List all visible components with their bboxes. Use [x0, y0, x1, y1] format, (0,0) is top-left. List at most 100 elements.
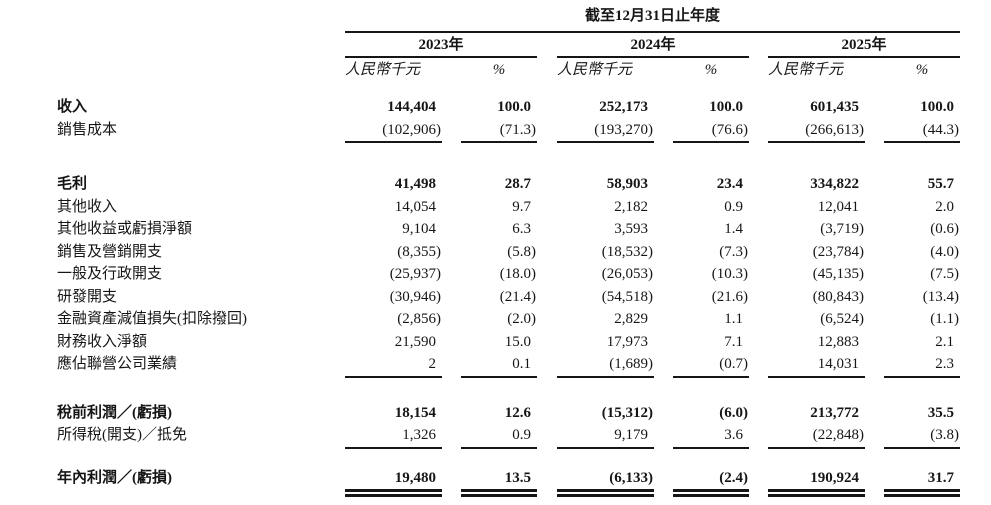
table-row: 應佔聯營公司業績 2 0.1 (1,689) (0.7) 14,031 2.3 — [57, 353, 960, 378]
column-gap — [442, 119, 461, 144]
percent-value: 55.7 — [927, 176, 954, 192]
amount-value: (193,270) — [557, 119, 654, 143]
percent-value: (6.0) — [719, 404, 748, 421]
percent-value: 3.6 — [673, 424, 749, 449]
row-label: 研發開支 — [57, 288, 118, 305]
row-label: 稅前利潤／(虧損) — [57, 404, 172, 421]
table-row: 一般及行政開支 (25,937) (18.0) (26,053) (10.3) (45,1… — [57, 263, 960, 286]
column-gap — [749, 331, 768, 354]
spacer-row — [57, 378, 960, 402]
amount-value: (18,532) — [601, 243, 653, 260]
amount-value: (6,524) — [820, 311, 864, 327]
row-label: 財務收入淨額 — [57, 333, 148, 350]
column-gap — [442, 353, 461, 378]
amount-value: 14,031 — [768, 353, 865, 378]
column-gap — [749, 35, 768, 58]
year-header-2023: 2023年 — [345, 35, 537, 58]
amount-value: 21,590 — [394, 333, 436, 350]
table-row: 毛利 41,498 28.7 58,903 23.4 334,822 55.7 — [57, 173, 960, 196]
amount-value: 12,041 — [817, 198, 859, 215]
percent-value: (18.0) — [499, 266, 536, 282]
column-gap — [537, 35, 557, 58]
year-header-2024: 2024年 — [557, 35, 749, 58]
column-gap — [749, 286, 768, 309]
percent-value: 7.1 — [724, 333, 743, 350]
percent-value: (2.4) — [673, 467, 749, 497]
percent-header-2024: % — [704, 62, 718, 78]
percent-value: 100.0 — [920, 99, 954, 115]
table-row: 財務收入淨額 21,590 15.0 17,973 7.1 12,883 2.1 — [57, 331, 960, 354]
row-label: 應佔聯營公司業績 — [57, 356, 178, 372]
percent-header-2023: % — [492, 62, 506, 78]
percent-value: 13.5 — [461, 467, 537, 497]
percent-value: 0.9 — [461, 424, 537, 449]
column-gap — [537, 218, 557, 241]
column-gap — [537, 196, 557, 219]
column-gap — [654, 241, 673, 264]
amount-value: (30,946) — [389, 288, 441, 305]
amount-value: 2,182 — [614, 198, 648, 215]
percent-value: (5.8) — [507, 243, 536, 260]
amount-value: 9,104 — [402, 221, 436, 237]
amount-value: (26,053) — [601, 266, 653, 282]
column-gap — [537, 402, 557, 425]
column-gap — [749, 402, 768, 425]
column-gap — [865, 60, 884, 80]
column-gap — [537, 308, 557, 331]
column-gap — [442, 241, 461, 264]
unit-header-2024: 人民幣千元 — [557, 62, 633, 78]
column-gap — [537, 60, 557, 80]
amount-value: 14,054 — [394, 198, 436, 215]
amount-value: (2,856) — [397, 311, 441, 327]
table-row: 所得稅(開支)／抵免 1,326 0.9 9,179 3.6 (22,848) (3.8) — [57, 424, 960, 449]
row-label: 金融資產減值損失(扣除撥回) — [57, 311, 247, 327]
column-gap — [654, 119, 673, 144]
percent-value: 100.0 — [709, 99, 743, 115]
table-row: 收入 144,404 100.0 252,173 100.0 601,435 100.0 — [57, 96, 960, 119]
column-gap — [749, 353, 768, 378]
amount-value: 58,903 — [606, 176, 648, 192]
spacer-row — [57, 143, 960, 173]
header-body-gap — [57, 80, 960, 96]
table-header-year-row: 2023年 2024年 2025年 — [57, 33, 960, 58]
row-label: 毛利 — [57, 176, 88, 192]
amount-value: (102,906) — [345, 119, 442, 143]
table-header-title-row: 截至12月31日止年度 — [57, 6, 960, 33]
row-label: 其他收益或虧損淨額 — [57, 221, 193, 237]
column-gap — [537, 331, 557, 354]
amount-value: 1,326 — [345, 424, 442, 449]
percent-value: (76.6) — [673, 119, 749, 143]
column-gap — [865, 424, 884, 449]
amount-value: 144,404 — [387, 99, 436, 115]
amount-value: (45,135) — [812, 266, 864, 282]
column-gap — [865, 286, 884, 309]
column-gap — [749, 467, 768, 498]
percent-value: 2.0 — [935, 198, 954, 215]
column-gap — [654, 353, 673, 378]
period-title: 截至12月31日止年度 — [345, 6, 960, 33]
column-gap — [749, 173, 768, 196]
percent-value: (1.1) — [930, 311, 959, 327]
label-column-spacer — [57, 6, 345, 33]
percent-value: 100.0 — [497, 99, 531, 115]
amount-value: 3,593 — [614, 221, 648, 237]
column-gap — [537, 353, 557, 378]
percent-value: 12.6 — [504, 404, 531, 421]
amount-value: 334,822 — [810, 176, 859, 192]
column-gap — [654, 218, 673, 241]
percent-value: 9.7 — [512, 198, 531, 215]
row-label: 一般及行政開支 — [57, 266, 163, 282]
amount-value: 17,973 — [606, 333, 648, 350]
table-header-unit-row: 人民幣千元 % 人民幣千元 % 人民幣千元 % — [57, 58, 960, 80]
percent-value: 6.3 — [512, 221, 531, 237]
column-gap — [654, 424, 673, 449]
column-gap — [442, 424, 461, 449]
amount-value: 12,883 — [817, 333, 859, 350]
amount-value: (23,784) — [812, 243, 864, 260]
percent-value: 31.7 — [884, 467, 960, 497]
column-gap — [865, 353, 884, 378]
percent-value: 1.1 — [724, 311, 743, 327]
column-gap — [537, 96, 557, 119]
column-gap — [865, 196, 884, 219]
amount-value: 19,480 — [345, 467, 442, 497]
